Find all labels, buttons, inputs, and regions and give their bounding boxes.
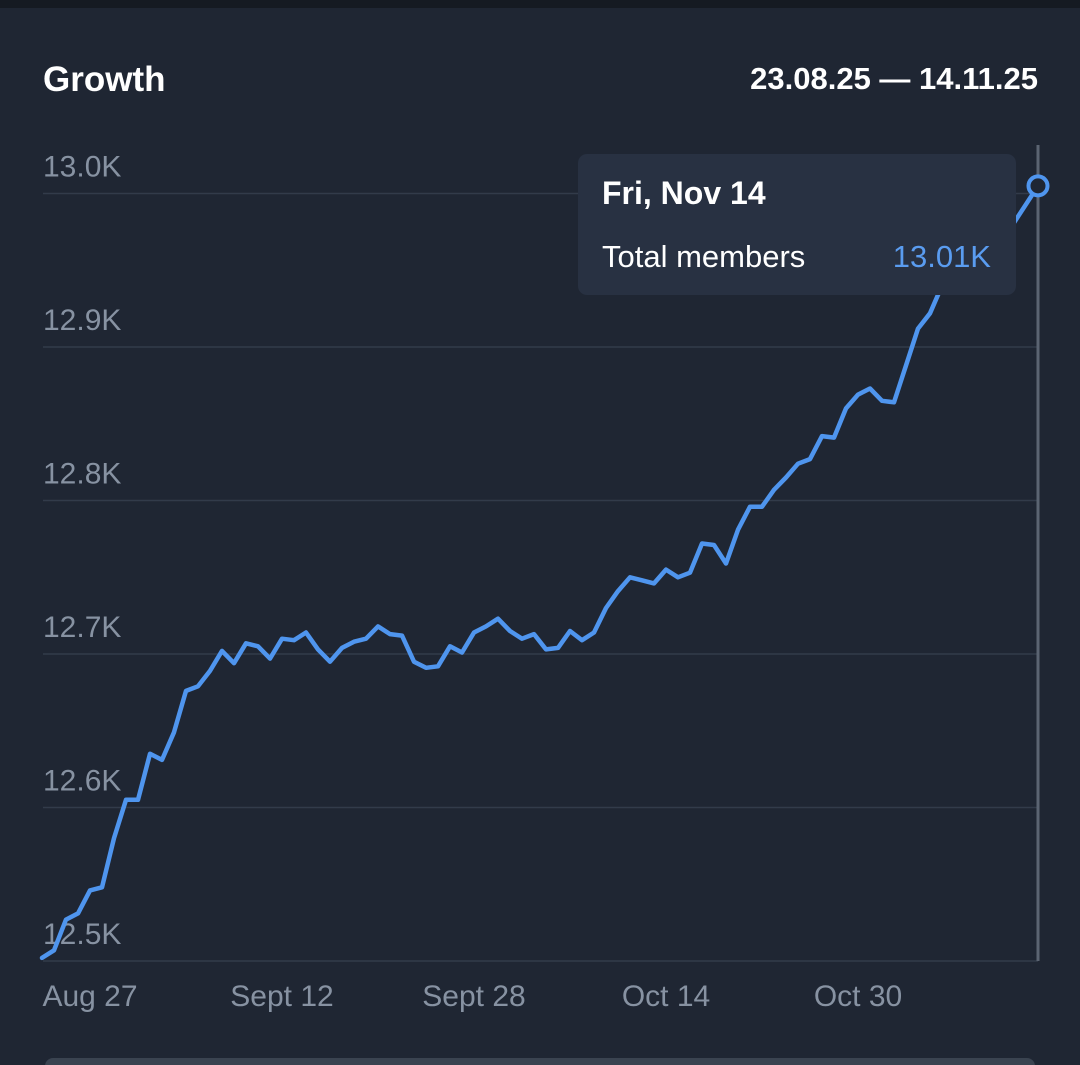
top-edge xyxy=(0,0,1080,8)
date-range: 23.08.25 — 14.11.25 xyxy=(750,61,1038,96)
y-tick-label: 12.6K xyxy=(43,765,121,798)
scrollbar[interactable] xyxy=(45,1058,1035,1065)
y-tick-label: 12.8K xyxy=(43,458,121,491)
x-tick-label: Sept 28 xyxy=(422,980,525,1013)
card-title: Growth xyxy=(43,60,165,99)
x-tick-label: Sept 12 xyxy=(230,980,333,1013)
y-tick-label: 13.0K xyxy=(43,151,121,184)
marks xyxy=(39,174,1050,961)
line xyxy=(39,183,1041,961)
y-tick-label: 12.9K xyxy=(43,304,121,337)
tooltip xyxy=(578,154,1016,295)
highlight-point xyxy=(1026,174,1050,198)
tooltip-title: Fri, Nov 14 xyxy=(602,175,766,211)
tooltip-value: 13.01K xyxy=(893,239,992,274)
y-tick-label: 12.7K xyxy=(43,611,121,644)
x-tick-label: Oct 14 xyxy=(622,980,710,1013)
tooltip-label: Total members xyxy=(602,239,805,274)
x-tick-label: Oct 30 xyxy=(814,980,902,1013)
x-tick-label: Aug 27 xyxy=(42,980,137,1013)
